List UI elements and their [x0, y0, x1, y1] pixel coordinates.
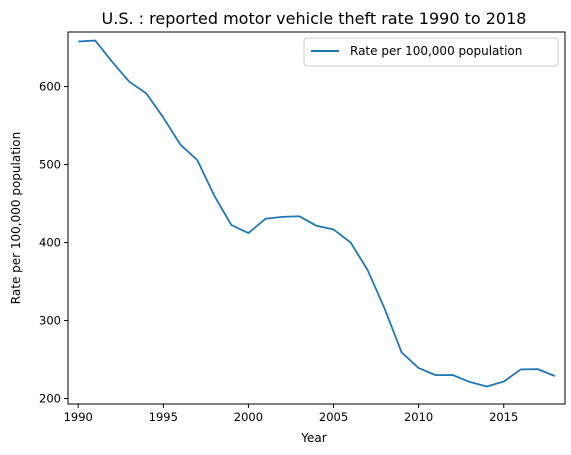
legend: Rate per 100,000 population	[303, 37, 559, 67]
x-tick-label: 2000	[234, 410, 263, 424]
legend-box	[303, 37, 559, 67]
x-tick-label: 2015	[489, 410, 518, 424]
plot-frame	[67, 31, 566, 405]
series-layer	[78, 39, 556, 388]
y-tick-label: 200	[39, 392, 61, 406]
y-tick-label: 400	[39, 236, 61, 250]
y-tick-label: 600	[39, 80, 61, 94]
y-axis-ticks: 200 300 400 500 600	[39, 80, 68, 406]
y-tick-label: 300	[39, 314, 61, 328]
x-axis-ticks: 1990 1995 2000 2005 2010 2015	[64, 404, 518, 424]
x-axis-label: Year	[300, 431, 326, 445]
plot-area: 1990 1995 2000 2005 2010 2015 200 300 400 500 600	[39, 31, 566, 424]
y-tick-label: 500	[39, 158, 61, 172]
x-tick-label: 1990	[64, 410, 93, 424]
series-line-0	[78, 39, 556, 388]
y-axis-label: Rate per 100,000 population	[9, 132, 23, 304]
legend-entry-label: Rate per 100,000 population	[350, 44, 522, 58]
x-tick-label: 2010	[404, 410, 433, 424]
x-tick-label: 1995	[149, 410, 178, 424]
x-tick-label: 2005	[319, 410, 348, 424]
chart-title: U.S. : reported motor vehicle theft rate…	[102, 9, 527, 28]
